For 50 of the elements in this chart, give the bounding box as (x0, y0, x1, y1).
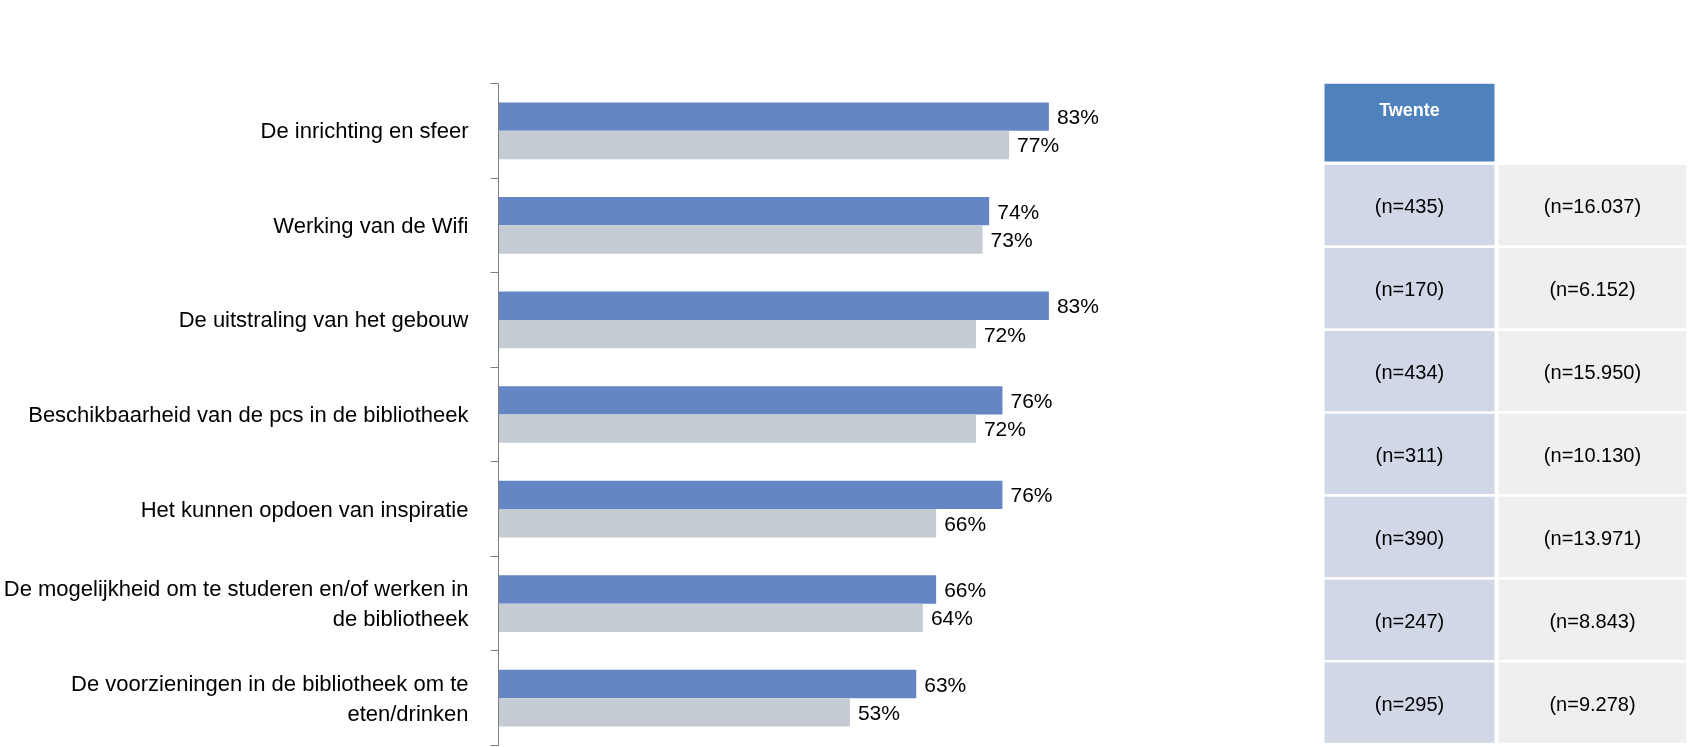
bar (498, 225, 983, 254)
bar (498, 414, 976, 443)
text: (n=16.037) (1543, 195, 1642, 218)
y-tick-label: De uitstraling van het gebouw (178, 307, 469, 333)
bar (498, 291, 1049, 320)
text: (n=6.152) (1549, 278, 1636, 301)
data-label: 72% (983, 417, 1026, 441)
bar (498, 386, 1003, 415)
data-label: 66% (944, 577, 987, 601)
bar (498, 130, 1010, 160)
y-tick-label: Het kunnen opdoen van inspiratie (140, 496, 469, 522)
data-label: 83% (1056, 294, 1099, 318)
bar (498, 319, 976, 349)
bar (498, 575, 937, 604)
text: (n=295) (1374, 693, 1445, 716)
bar (498, 196, 990, 226)
text: (n=434) (1374, 361, 1445, 384)
data-label: 77% (1017, 133, 1060, 157)
y-tick-label: De mogelijkheid om te studeren en/of werken in de bibliotheek (3, 576, 470, 632)
bar (498, 698, 850, 727)
data-label: 76% (1010, 388, 1053, 412)
text: (n=390) (1374, 527, 1445, 550)
text: (n=10.130) (1543, 444, 1642, 467)
text: (n=435) (1374, 195, 1445, 218)
data-label: 66% (944, 511, 987, 535)
text: (n=247) (1374, 610, 1445, 633)
text: (n=170) (1374, 278, 1445, 301)
bar (498, 669, 917, 699)
bar (498, 603, 923, 633)
data-label: 64% (930, 606, 973, 630)
data-label: 63% (924, 672, 967, 696)
text: (n=13.971) (1543, 527, 1642, 550)
y-tick-label: De inrichting en sfeer (260, 118, 469, 144)
data-label: 72% (983, 322, 1026, 346)
bar (498, 102, 1049, 131)
y-tick-label: De voorzieningen in de bibliotheek om te eten/drinken (71, 670, 469, 726)
y-tick-label: Beschikbaarheid van de pcs in de bibliotheek (28, 402, 470, 427)
data-label: 73% (990, 228, 1033, 252)
data-label: 83% (1056, 105, 1099, 129)
y-tick-label: Werking van de Wifi (273, 212, 469, 238)
text: (n=8.843) (1549, 610, 1636, 633)
text: Twente (1379, 100, 1440, 121)
text: (n=9.278) (1549, 693, 1636, 716)
bar (498, 509, 937, 538)
text: (n=15.950) (1543, 361, 1642, 384)
text: (n=311) (1375, 444, 1444, 467)
bar (498, 480, 1003, 510)
data-label: 53% (857, 700, 900, 724)
data-label: 76% (1010, 483, 1053, 507)
data-label: 74% (997, 199, 1040, 223)
